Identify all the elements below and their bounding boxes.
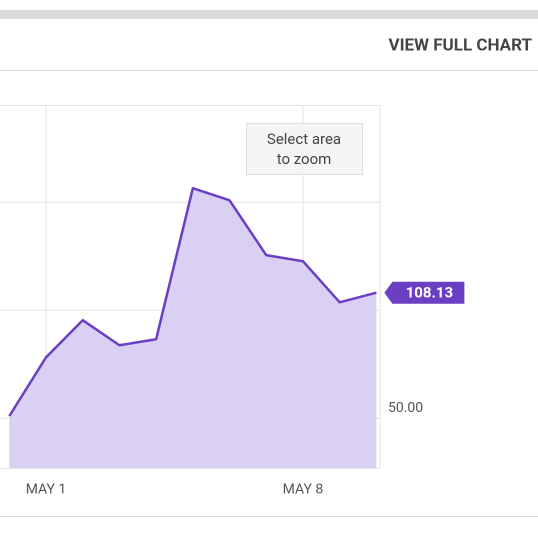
- x-tick-label: MAY 8: [283, 482, 324, 498]
- area-fill: [9, 188, 377, 468]
- line: [8, 186, 377, 417]
- y-tick-label: 50.00: [388, 400, 423, 416]
- value-label: 108.13: [406, 284, 453, 302]
- zoom-hint: Select area: [267, 130, 341, 148]
- value-label-box: [384, 281, 465, 304]
- zoom-hint: to zoom: [277, 150, 332, 168]
- x-tick-label: MAY 1: [26, 482, 67, 498]
- view-full-chart[interactable]: VIEW FULL CHART: [388, 35, 532, 55]
- zoom-hint-box: [246, 123, 363, 175]
- plot-frame: [0, 105, 381, 469]
- top-bar: [0, 10, 538, 19]
